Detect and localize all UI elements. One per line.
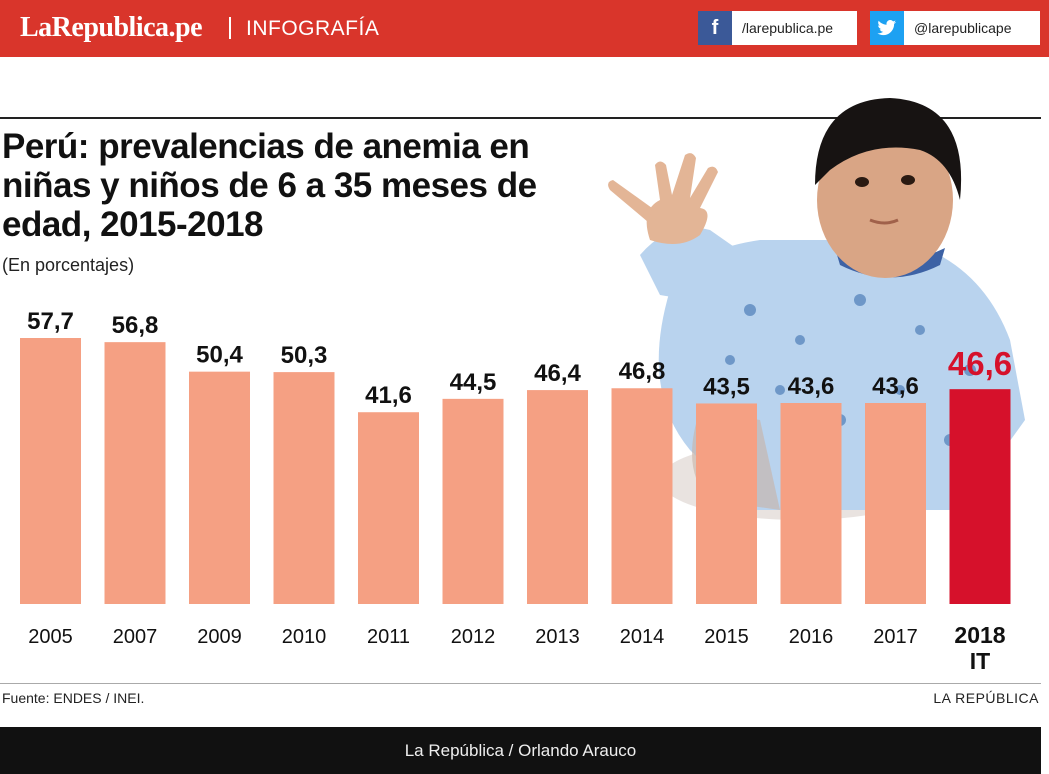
category-sublabel-2018: IT (970, 648, 990, 674)
facebook-link[interactable]: f /larepublica.pe (698, 11, 857, 45)
category-label-2013: 2013 (535, 626, 580, 648)
section-label: INFOGRAFÍA (246, 17, 380, 40)
chart-title: Perú: prevalencias de anemia en niñas y … (2, 127, 537, 244)
category-label-2012: 2012 (451, 626, 496, 648)
category-label-2010: 2010 (282, 626, 327, 648)
bar-2010 (273, 372, 335, 604)
value-label-2014: 46,8 (619, 358, 666, 385)
value-label-2010: 50,3 (281, 342, 328, 369)
twitter-link[interactable]: @larepublicape (870, 11, 1040, 45)
category-label-2017: 2017 (873, 626, 918, 648)
source-note: Fuente: ENDES / INEI. (2, 690, 145, 706)
bar-2016 (780, 403, 842, 604)
header-divider (229, 17, 231, 39)
bar-2017 (865, 403, 926, 604)
bar-chart: 57,7 2005 56,8 2007 50,4 2009 50,3 2010 41,6 2011… (20, 308, 1012, 674)
bar-2012 (442, 398, 504, 604)
category-label-2005: 2005 (28, 626, 73, 648)
bar-2013 (527, 390, 588, 604)
footer-bar: La República / Orlando Arauco (0, 727, 1041, 774)
bottom-rule (0, 683, 1041, 684)
value-label-2017: 43,6 (872, 373, 919, 400)
facebook-icon: f (698, 11, 732, 45)
twitter-icon (870, 11, 904, 45)
value-label-2016: 43,6 (788, 373, 835, 400)
category-label-2018: 2018 (954, 622, 1005, 648)
value-label-2015: 43,5 (703, 373, 750, 400)
category-label-2011: 2011 (367, 626, 410, 648)
bar-2015 (696, 403, 757, 604)
category-label-2009: 2009 (197, 626, 242, 648)
facebook-handle: /larepublica.pe (732, 11, 857, 45)
value-label-2009: 50,4 (196, 342, 243, 369)
credit-label: LA REPÚBLICA (933, 690, 1039, 706)
top-rule (0, 117, 1041, 119)
bar-2018 (949, 389, 1011, 604)
bar-2007 (104, 342, 166, 604)
twitter-handle: @larepublicape (904, 11, 1040, 45)
value-label-2011: 41,6 (365, 382, 412, 409)
bar-2005 (20, 338, 81, 604)
chart-subtitle: (En porcentajes) (2, 255, 135, 275)
category-label-2015: 2015 (704, 626, 749, 648)
footer-credit: La República / Orlando Arauco (404, 741, 637, 760)
value-label-2018: 46,6 (948, 345, 1012, 382)
bar-2014 (611, 388, 673, 604)
bar-2009 (189, 371, 250, 604)
value-label-2007: 56,8 (112, 312, 159, 339)
brand-logo[interactable]: LaRepublica.pe (20, 12, 203, 43)
value-label-2012: 44,5 (450, 369, 497, 396)
category-label-2016: 2016 (789, 626, 834, 648)
category-label-2014: 2014 (620, 626, 665, 648)
bar-2011 (358, 412, 419, 604)
value-label-2013: 46,4 (534, 360, 581, 387)
value-label-2005: 57,7 (27, 308, 74, 335)
category-label-2007: 2007 (113, 626, 158, 648)
header-bar: LaRepublica.pe INFOGRAFÍA f /larepublica… (0, 0, 1049, 57)
